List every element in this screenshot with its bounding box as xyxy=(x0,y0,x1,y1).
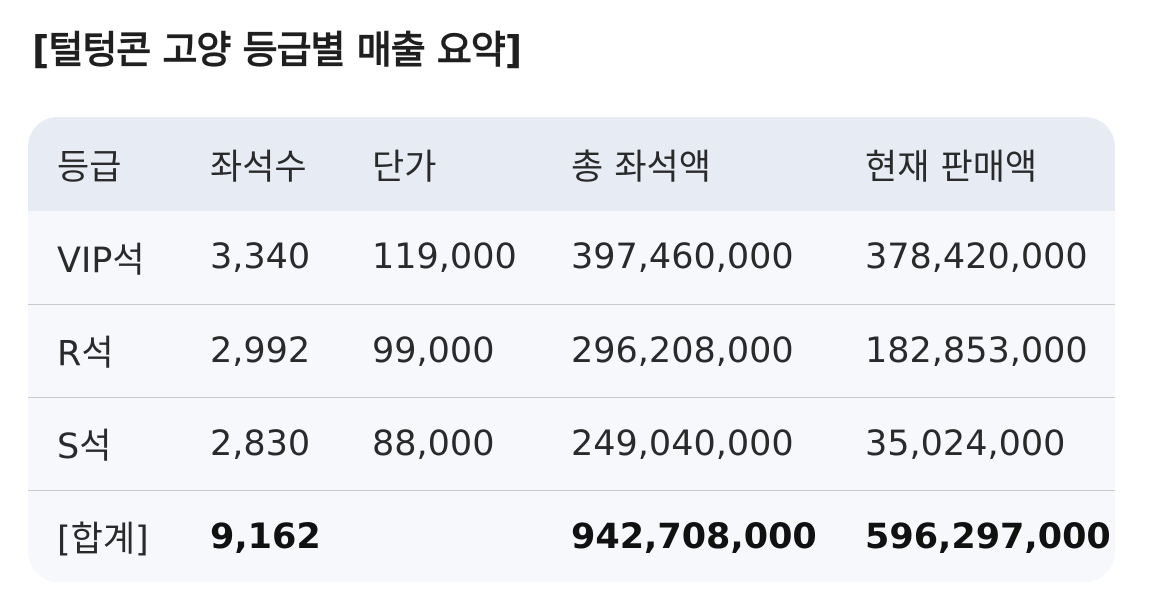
table-header: 등급 좌석수 단가 총 좌석액 현재 판매액 xyxy=(28,117,1115,211)
cell-seats: 3,340 xyxy=(210,237,311,278)
table-row: VIP석 3,340 119,000 397,460,000 378,420,0… xyxy=(28,211,1115,304)
cell-price: 119,000 xyxy=(372,237,517,278)
cell-seats: 9,162 xyxy=(210,489,372,582)
header-sold: 현재 판매액 xyxy=(865,147,1038,188)
header-seats: 좌석수 xyxy=(210,147,307,188)
header-row: 등급 좌석수 단가 총 좌석액 현재 판매액 xyxy=(28,117,1115,211)
cell-price: 88,000 xyxy=(372,396,571,490)
cell-grade: [합계] xyxy=(28,489,210,582)
table-row: R석 2,992 99,000 296,208,000 182,853,000 xyxy=(28,303,1115,397)
total-row: [합계] 9,162 942,708,000 596,297,000 xyxy=(28,489,1115,582)
cell-total: 397,460,000 xyxy=(571,237,794,278)
table-row: S석 2,830 88,000 249,040,000 35,024,000 xyxy=(28,396,1115,490)
cell-seats: 2,992 xyxy=(210,303,372,397)
cell-price xyxy=(372,489,571,582)
cell-grade: S석 xyxy=(28,396,210,490)
summary-table: 등급 좌석수 단가 총 좌석액 현재 판매액 VIP석 3,340 119,00… xyxy=(28,117,1115,582)
cell-total: 296,208,000 xyxy=(571,303,865,397)
cell-total: 942,708,000 xyxy=(571,489,865,582)
cell-grade: VIP석 xyxy=(57,240,145,281)
sales-summary-table: 등급 좌석수 단가 총 좌석액 현재 판매액 VIP석 3,340 119,00… xyxy=(28,117,1115,582)
cell-sold: 378,420,000 xyxy=(865,237,1088,278)
cell-sold: 35,024,000 xyxy=(865,396,1115,490)
cell-sold: 182,853,000 xyxy=(865,303,1115,397)
cell-sold: 596,297,000 xyxy=(865,489,1115,582)
header-grade: 등급 xyxy=(57,147,122,188)
page-title: [털텅콘 고양 등급별 매출 요약] xyxy=(32,28,522,72)
cell-seats: 2,830 xyxy=(210,396,372,490)
table-body: VIP석 3,340 119,000 397,460,000 378,420,0… xyxy=(28,211,1115,582)
cell-grade: R석 xyxy=(28,303,210,397)
header-total: 총 좌석액 xyxy=(571,147,711,188)
cell-price: 99,000 xyxy=(372,303,571,397)
header-price: 단가 xyxy=(372,147,437,188)
cell-total: 249,040,000 xyxy=(571,396,865,490)
